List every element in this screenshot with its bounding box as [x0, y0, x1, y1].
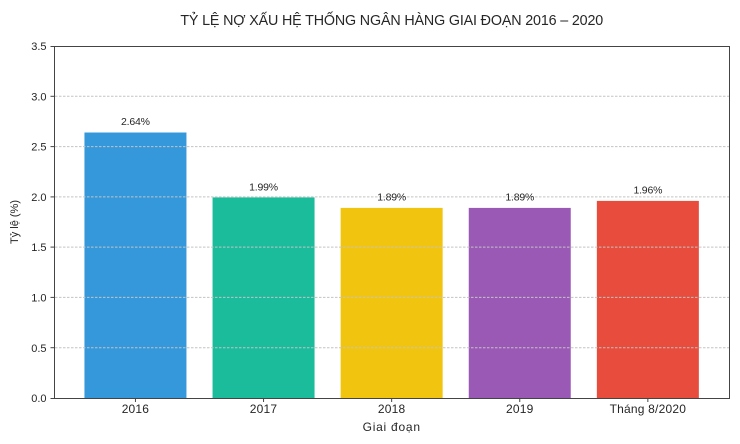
svg-text:0.5: 0.5 [31, 343, 46, 355]
svg-text:Tháng 8/2020: Tháng 8/2020 [610, 402, 687, 416]
svg-text:1.89%: 1.89% [377, 192, 406, 204]
svg-text:2018: 2018 [378, 402, 406, 416]
svg-text:2.0: 2.0 [31, 192, 46, 204]
svg-text:2016: 2016 [122, 402, 150, 416]
svg-text:1.0: 1.0 [31, 292, 46, 304]
svg-text:2.5: 2.5 [31, 142, 46, 154]
svg-text:3.5: 3.5 [31, 41, 46, 53]
svg-text:1.5: 1.5 [31, 242, 46, 254]
svg-text:2017: 2017 [250, 402, 278, 416]
svg-text:1.99%: 1.99% [249, 182, 278, 194]
svg-text:1.89%: 1.89% [505, 192, 534, 204]
svg-text:0.0: 0.0 [31, 393, 46, 405]
svg-text:1.96%: 1.96% [633, 185, 662, 197]
svg-text:2019: 2019 [506, 402, 534, 416]
svg-text:2.64%: 2.64% [121, 116, 150, 128]
svg-text:3.0: 3.0 [31, 91, 46, 103]
svg-text:Tỷ lệ (%): Tỷ lệ (%) [9, 200, 21, 244]
svg-text:Giai đoạn: Giai đoạn [363, 420, 421, 434]
svg-text:TỶ LỆ NỢ XẤU HỆ THỐNG NGÂN HÀN: TỶ LỆ NỢ XẤU HỆ THỐNG NGÂN HÀNG GIAI ĐOẠ… [180, 11, 603, 29]
